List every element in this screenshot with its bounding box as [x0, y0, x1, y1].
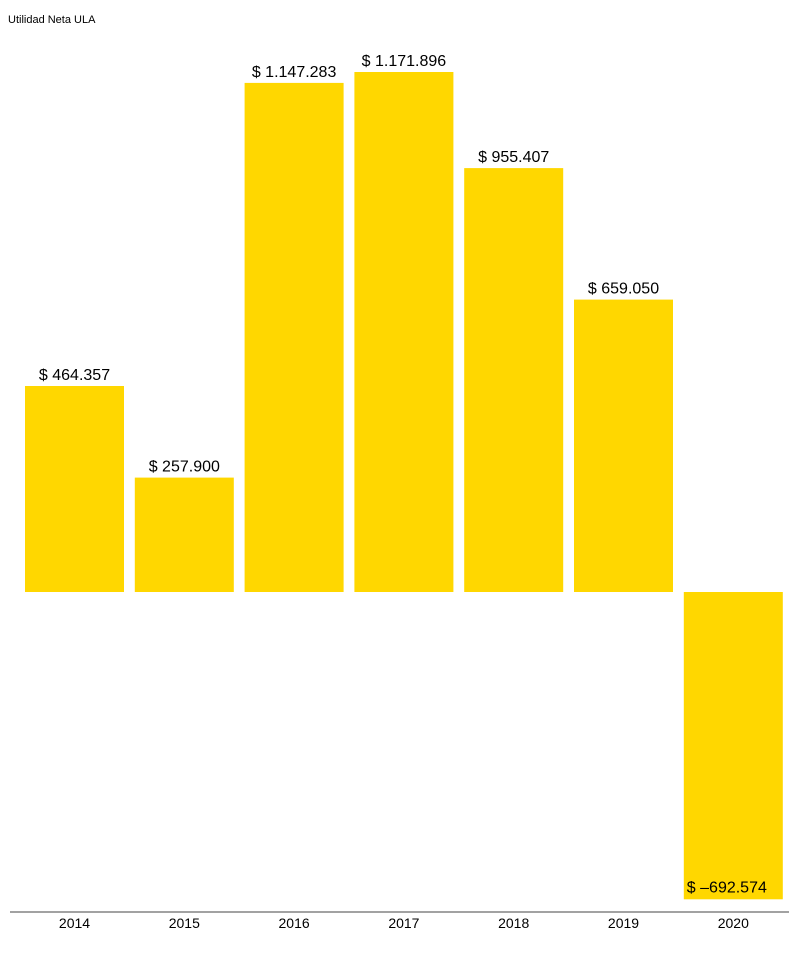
data-labels-layer: $ 464.357 $ 257.900 $ 1.147.283 $ 1.171.896… [39, 53, 767, 896]
x-tick-label-2017: 2017 [388, 915, 419, 931]
data-label-2017: $ 1.171.896 [362, 53, 447, 70]
data-label-2014: $ 464.357 [39, 367, 110, 384]
bar-2016 [244, 82, 344, 593]
bar-2017 [354, 72, 454, 592]
data-label-2019: $ 659.050 [588, 281, 659, 298]
data-label-2015: $ 257.900 [149, 459, 220, 476]
bar-2020 [683, 592, 783, 900]
x-tick-label-2016: 2016 [279, 915, 310, 931]
data-label-2016: $ 1.147.283 [252, 64, 337, 81]
x-tick-label-2020: 2020 [718, 915, 749, 931]
data-label-2018: $ 955.407 [478, 149, 549, 166]
x-tick-label-2015: 2015 [169, 915, 200, 931]
x-tick-label-2019: 2019 [608, 915, 639, 931]
x-tick-label-2018: 2018 [498, 915, 529, 931]
bar-2014 [25, 386, 124, 592]
data-label-2020: $ –692.574 [687, 879, 767, 896]
chart-title: Utilidad Neta ULA [8, 14, 96, 26]
bars-layer [25, 72, 783, 900]
x-tick-labels-layer: 2014 2015 2016 2017 2018 2019 2020 [59, 915, 749, 931]
bar-2018 [464, 168, 564, 592]
bar-2015 [134, 477, 234, 592]
bar-2019 [574, 299, 673, 592]
x-tick-label-2014: 2014 [59, 915, 90, 931]
